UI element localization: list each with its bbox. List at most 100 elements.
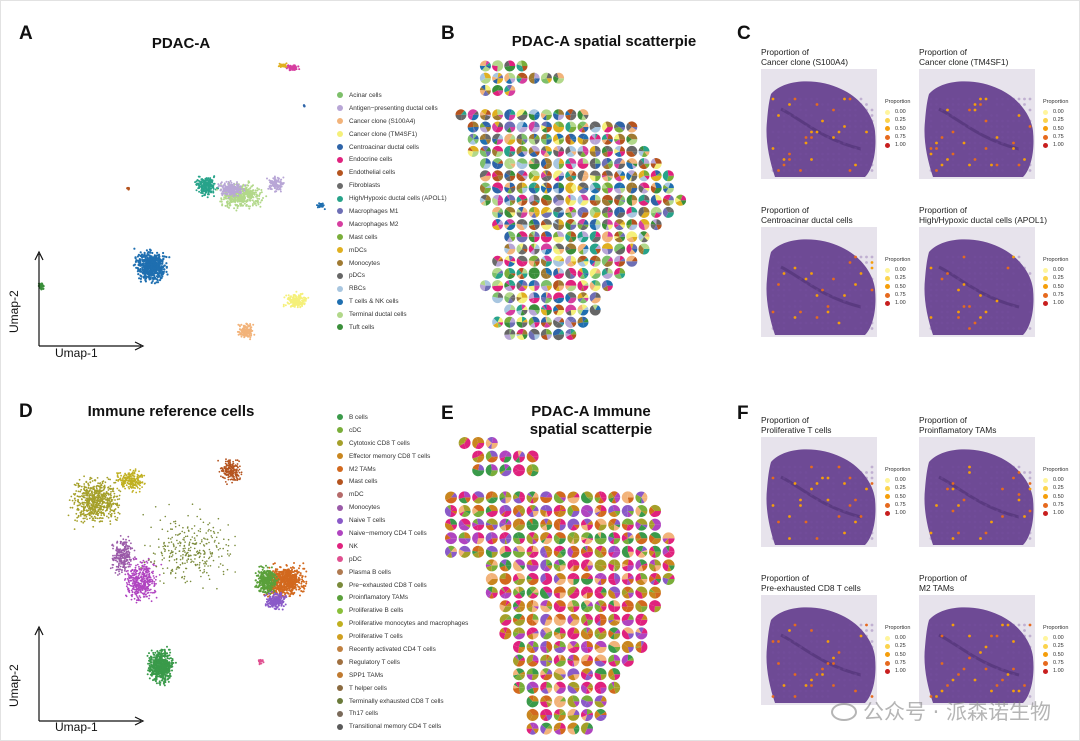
scatterpie-spot xyxy=(528,206,540,218)
umap-cluster xyxy=(257,658,265,666)
scatterpie-spot xyxy=(526,545,539,558)
panel-b-title: PDAC-A spatial scatterpie xyxy=(511,33,697,50)
proportion-legend-row: 0.75 xyxy=(885,659,910,667)
scatterpie-spot xyxy=(662,545,675,558)
umap-cluster xyxy=(194,175,220,199)
umap-cluster xyxy=(126,186,130,191)
legend-item: RBCs xyxy=(337,282,447,295)
scatterpie-spot xyxy=(512,668,526,681)
scatterpie-spot xyxy=(467,121,479,133)
legend-swatch xyxy=(337,466,343,472)
legend-label: Terminal ductal cells xyxy=(349,311,407,319)
scatterpie-spot xyxy=(458,504,471,517)
proportion-legend-row: 0.00 xyxy=(885,634,910,642)
scatterpie-spot xyxy=(608,572,621,586)
tissue-proportion-map xyxy=(919,437,1035,547)
legend-swatch xyxy=(337,517,343,524)
legend-swatch xyxy=(337,698,343,705)
legend-item: Mast cells xyxy=(337,231,447,244)
proportion-tick: 0.25 xyxy=(895,643,906,650)
scatterpie-spot xyxy=(594,627,607,640)
scatterpie-spot xyxy=(526,464,539,477)
scatterpie-spot xyxy=(504,316,516,328)
proportion-swatch xyxy=(1043,652,1048,658)
scatterpie-spot xyxy=(648,518,662,531)
legend-swatch xyxy=(337,247,343,254)
proportion-tick: 0.00 xyxy=(1053,267,1064,274)
scatterpie-spot xyxy=(455,109,467,121)
scatterpie-spot xyxy=(553,170,565,182)
umap-cluster xyxy=(282,290,310,309)
scatterpie-spot xyxy=(516,316,528,328)
legend-label: Naive T cells xyxy=(349,517,386,525)
scatterpie-spot xyxy=(614,170,626,182)
scatterpie-spot xyxy=(594,545,607,558)
legend-swatch xyxy=(337,710,343,717)
scatterpie-spot xyxy=(594,586,607,599)
scatterpie-spot xyxy=(553,280,565,292)
legend-label: M2 TAMs xyxy=(349,465,376,473)
legend-item: mDC xyxy=(337,488,468,501)
legend-label: cDC xyxy=(349,426,362,434)
scatterpie-spot xyxy=(528,316,540,328)
scatterpie-spot xyxy=(608,586,621,599)
legend-label: Proinflamatory TAMs xyxy=(349,594,409,602)
scatterpie-spot xyxy=(479,109,491,121)
scatterpie-spot xyxy=(540,170,552,182)
scatterpie-spot xyxy=(499,491,512,504)
legend-label: mDCs xyxy=(349,246,367,254)
proportion-swatch xyxy=(1043,292,1048,298)
scatterpie-spot xyxy=(608,600,621,613)
scatterpie-spot xyxy=(581,708,594,722)
scatterpie-spot xyxy=(648,586,662,599)
proportion-swatch xyxy=(885,134,890,140)
scatterpie-spot xyxy=(526,668,539,681)
scatterpie-spot xyxy=(608,654,621,667)
scatterpie-spot xyxy=(581,586,594,599)
scatterpie-spot xyxy=(485,518,498,531)
scatterpie-spot xyxy=(540,695,553,708)
scatterpie-spot xyxy=(540,316,552,328)
scatterpie-spot xyxy=(526,627,539,640)
scatterpie-spot xyxy=(526,450,539,463)
scatterpie-spot xyxy=(479,194,491,206)
scatterpie-spot xyxy=(589,219,601,231)
proportion-swatch xyxy=(885,275,890,281)
scatterpie-spot xyxy=(513,464,525,477)
scatterpie-spot xyxy=(499,627,512,640)
scatterpie-spot xyxy=(577,109,589,121)
tile-title-line1: Proportion of xyxy=(761,205,809,215)
scatterpie-spot xyxy=(526,709,539,721)
scatterpie-spot xyxy=(626,206,638,218)
legend-swatch xyxy=(337,607,343,614)
scatterpie-spot xyxy=(513,450,525,463)
proportion-tick: 0.25 xyxy=(895,485,906,492)
scatterpie-spot xyxy=(567,695,580,708)
proportion-legend-row: 0.75 xyxy=(1043,501,1068,509)
proportion-swatch xyxy=(1043,668,1048,674)
proportion-swatch xyxy=(885,109,890,115)
scatterpie-spot xyxy=(528,267,540,279)
scatterpie-spot xyxy=(626,231,638,243)
proportion-legend-row: 0.50 xyxy=(885,283,910,291)
proportion-swatch xyxy=(885,292,890,298)
umap-cluster xyxy=(109,535,136,576)
scatterpie-spot xyxy=(577,194,589,206)
scatterpie-spot xyxy=(577,316,589,328)
scatterpie-spot xyxy=(594,573,607,586)
scatterpie-spot xyxy=(516,231,528,243)
scatterpie-spot xyxy=(553,304,565,316)
scatterpie-spot xyxy=(516,145,528,157)
legend-swatch xyxy=(337,620,343,627)
scatterpie-spot xyxy=(567,722,580,735)
scatterpie-spot xyxy=(528,121,540,133)
scatterpie-spot xyxy=(589,182,601,194)
legend-swatch xyxy=(337,556,343,563)
scatterpie-spot xyxy=(594,708,607,721)
proportion-tick: 1.00 xyxy=(895,142,906,149)
proportion-legend-row: 0.25 xyxy=(1043,274,1068,282)
scatterpie-spot xyxy=(528,145,540,157)
scatterpie-spot xyxy=(528,72,540,84)
scatterpie-spot xyxy=(553,504,566,517)
scatterpie-spot xyxy=(621,491,634,504)
